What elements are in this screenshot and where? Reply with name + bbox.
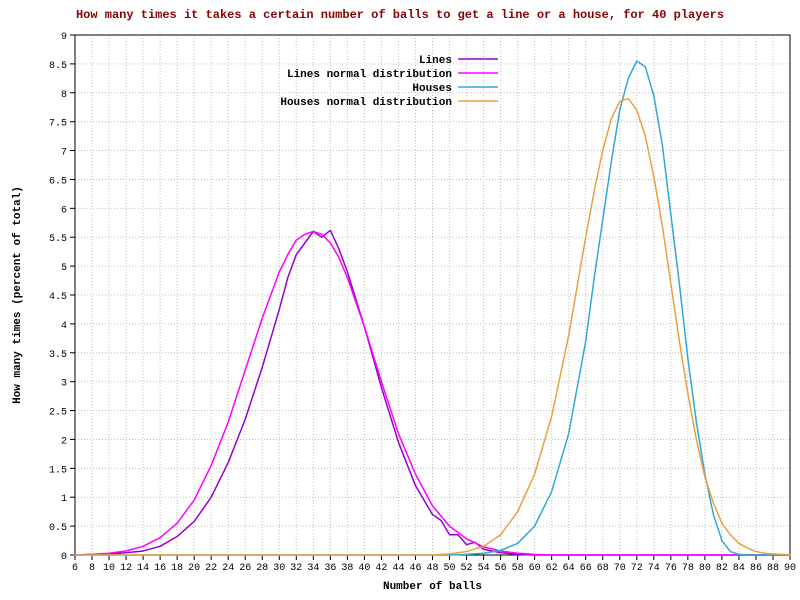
- tick-x-label: 30: [273, 563, 285, 574]
- tick-y-label: 5.5: [49, 234, 67, 245]
- tick-x-label: 48: [426, 563, 438, 574]
- tick-x-label: 40: [358, 563, 370, 574]
- tick-y-label: 8.5: [49, 61, 67, 72]
- tick-x-label: 42: [375, 563, 387, 574]
- tick-x-label: 8: [89, 563, 95, 574]
- legend-label: Houses normal distribution: [280, 97, 452, 109]
- tick-x-label: 82: [716, 563, 728, 574]
- tick-x-label: 62: [546, 563, 558, 574]
- tick-x-label: 68: [597, 563, 609, 574]
- tick-y-label: 3.5: [49, 350, 67, 361]
- tick-x-label: 46: [409, 563, 421, 574]
- tick-y-label: 7.5: [49, 119, 67, 130]
- tick-x-label: 74: [648, 563, 660, 574]
- tick-y-label: 2: [61, 436, 67, 447]
- tick-x-label: 18: [171, 563, 183, 574]
- tick-x-label: 26: [239, 563, 251, 574]
- tick-x-label: 24: [222, 563, 234, 574]
- chart-background: [0, 0, 800, 600]
- tick-y-label: 0: [61, 552, 67, 563]
- tick-x-label: 76: [665, 563, 677, 574]
- bingo-distribution-chart: 6810121416182022242628303234363840424446…: [0, 0, 800, 600]
- tick-x-label: 6: [72, 563, 78, 574]
- tick-x-label: 36: [324, 563, 336, 574]
- tick-x-label: 60: [529, 563, 541, 574]
- tick-y-label: 1: [61, 494, 67, 505]
- tick-x-label: 70: [614, 563, 626, 574]
- tick-y-label: 3: [61, 379, 67, 390]
- tick-x-label: 84: [733, 563, 745, 574]
- y-axis-label: How many times (percent of total): [12, 186, 24, 404]
- tick-x-label: 22: [205, 563, 217, 574]
- tick-x-label: 50: [444, 563, 456, 574]
- tick-x-label: 64: [563, 563, 575, 574]
- tick-x-label: 54: [478, 563, 490, 574]
- tick-y-label: 0.5: [49, 523, 67, 534]
- legend-label: Lines normal distribution: [287, 69, 452, 81]
- tick-y-label: 9: [61, 32, 67, 43]
- tick-x-label: 10: [103, 563, 115, 574]
- legend-label: Houses: [412, 83, 452, 95]
- tick-x-label: 20: [188, 563, 200, 574]
- tick-y-label: 1.5: [49, 465, 67, 476]
- tick-x-label: 56: [495, 563, 507, 574]
- tick-x-label: 72: [631, 563, 643, 574]
- tick-y-label: 6.5: [49, 176, 67, 187]
- tick-x-label: 78: [682, 563, 694, 574]
- tick-y-label: 7: [61, 148, 67, 159]
- tick-y-label: 5: [61, 263, 67, 274]
- tick-x-label: 44: [392, 563, 404, 574]
- tick-x-label: 66: [580, 563, 592, 574]
- tick-x-label: 88: [767, 563, 779, 574]
- tick-x-label: 16: [154, 563, 166, 574]
- tick-x-label: 80: [699, 563, 711, 574]
- tick-y-label: 4: [61, 321, 67, 332]
- legend-label: Lines: [419, 55, 452, 67]
- tick-x-label: 58: [512, 563, 524, 574]
- tick-y-label: 8: [61, 90, 67, 101]
- tick-x-label: 14: [137, 563, 149, 574]
- tick-y-label: 4.5: [49, 292, 67, 303]
- tick-y-label: 2.5: [49, 408, 67, 419]
- tick-x-label: 90: [784, 563, 796, 574]
- tick-x-label: 86: [750, 563, 762, 574]
- tick-x-label: 34: [307, 563, 319, 574]
- tick-x-label: 52: [461, 563, 473, 574]
- tick-x-label: 12: [120, 563, 132, 574]
- tick-y-label: 6: [61, 205, 67, 216]
- x-axis-label: Number of balls: [383, 581, 482, 593]
- tick-x-label: 38: [341, 563, 353, 574]
- tick-x-label: 28: [256, 563, 268, 574]
- tick-x-label: 32: [290, 563, 302, 574]
- chart-title: How many times it takes a certain number…: [76, 8, 724, 22]
